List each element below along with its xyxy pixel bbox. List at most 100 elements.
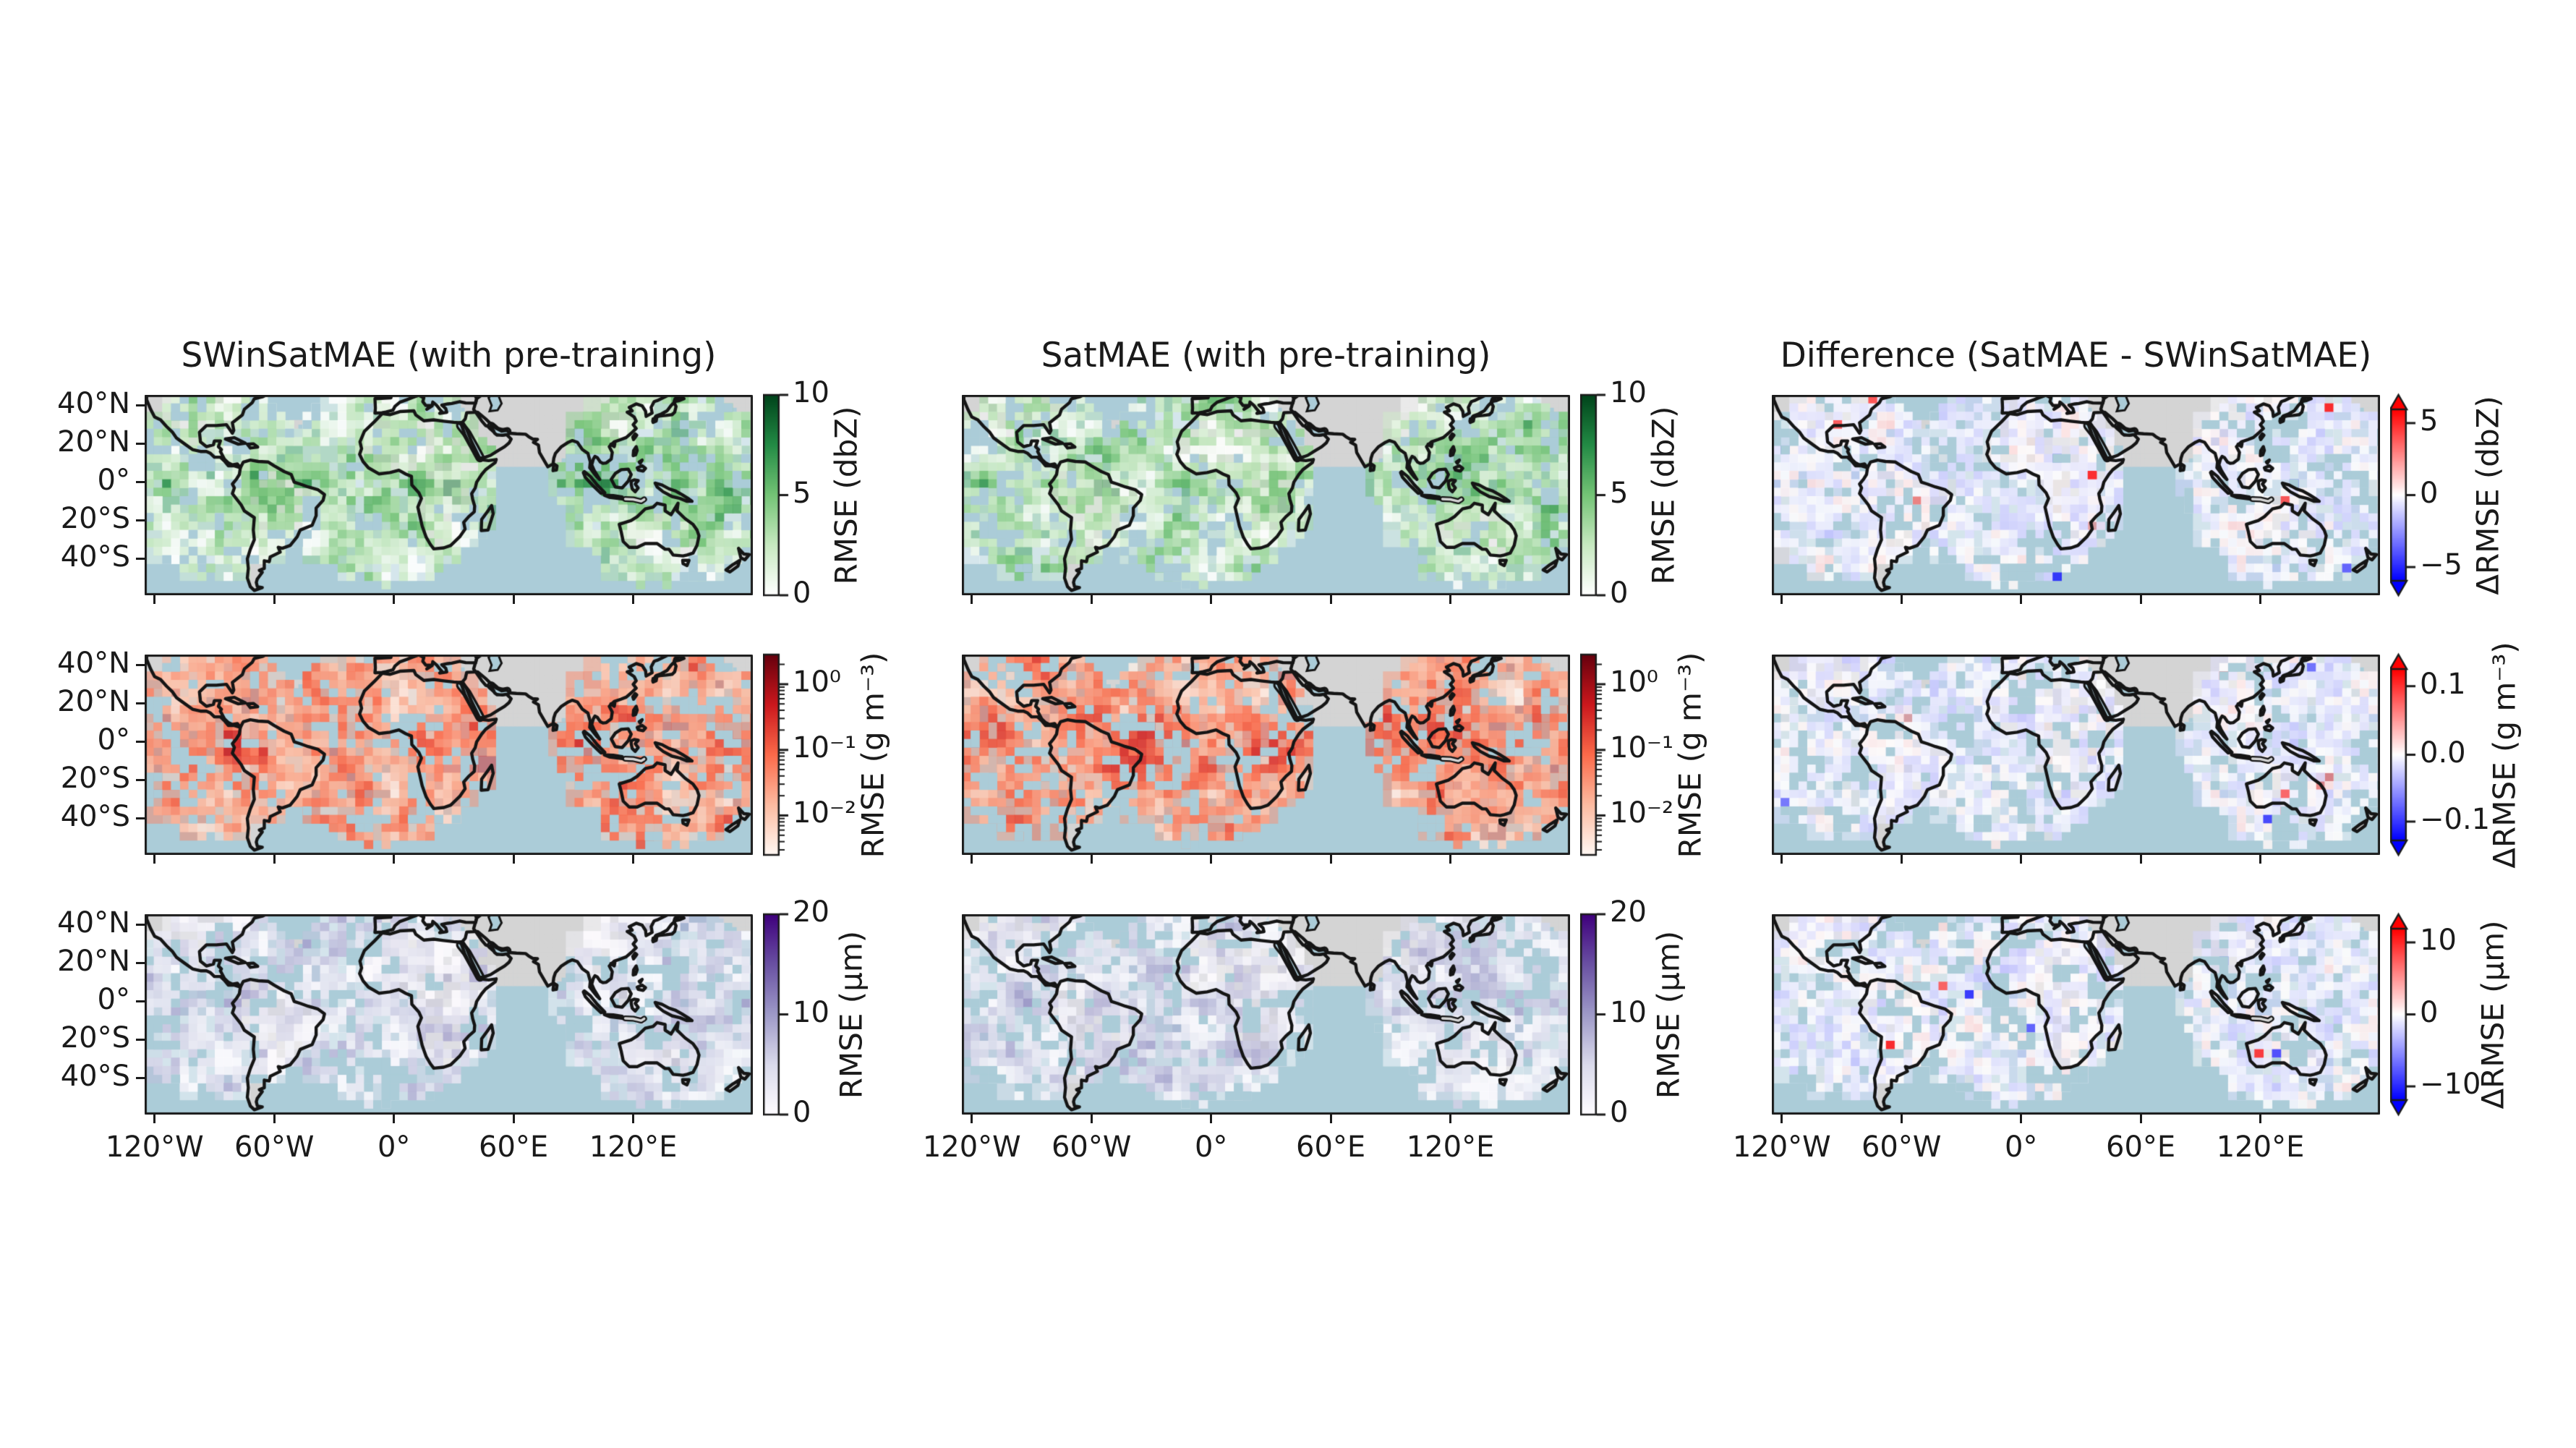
x-axis-tick-label: 0° bbox=[377, 1130, 411, 1164]
x-axis-tick-label: 120°E bbox=[1406, 1130, 1495, 1164]
colorbar-tick-label: 10⁰ bbox=[793, 665, 841, 699]
x-axis-tick-mark bbox=[971, 855, 973, 864]
x-axis-tick-mark bbox=[1210, 595, 1213, 604]
y-axis-tick-mark bbox=[136, 519, 145, 522]
x-axis-tick-mark bbox=[1329, 595, 1332, 604]
y-axis-tick-label: 20°S bbox=[60, 1021, 130, 1055]
colorbar-unit-label: RMSE (μm) bbox=[833, 930, 869, 1099]
x-axis-tick-mark bbox=[1090, 595, 1093, 604]
x-axis-tick-label: 60°W bbox=[1051, 1130, 1132, 1164]
x-axis-tick-mark bbox=[2020, 855, 2023, 864]
colorbar-tick-label: 0 bbox=[793, 1096, 811, 1129]
colorbar-unit-label: RMSE (dbZ) bbox=[1645, 406, 1681, 584]
colorbar-canvas-row1-col1 bbox=[763, 392, 799, 598]
colorbar-tick-label: 0.1 bbox=[2420, 667, 2466, 701]
colorbar-unit-label: RMSE (g m⁻³) bbox=[1672, 652, 1708, 858]
map-canvas-row2-col2 bbox=[962, 655, 1570, 855]
x-axis-tick-mark bbox=[1449, 595, 1452, 604]
colorbar-tick-label: 0.0 bbox=[2420, 736, 2466, 770]
colorbar-tick-label: 0 bbox=[2420, 476, 2439, 510]
x-axis-tick-mark bbox=[2259, 595, 2262, 604]
colorbar-tick-label: 0 bbox=[1610, 576, 1629, 610]
x-axis-tick-mark bbox=[2139, 595, 2142, 604]
y-axis-tick-label: 40°N bbox=[57, 646, 130, 680]
y-axis-tick-mark bbox=[136, 664, 145, 667]
y-axis-tick-label: 40°S bbox=[60, 1059, 130, 1093]
x-axis-tick-label: 120°W bbox=[922, 1130, 1021, 1164]
x-axis-tick-mark bbox=[971, 595, 973, 604]
colorbar-canvas-row2-col1 bbox=[763, 652, 799, 858]
colorbar-tick-label: 10 bbox=[1610, 995, 1647, 1029]
colorbar-tick-label: 10⁻¹ bbox=[1610, 731, 1674, 765]
colorbar-canvas-row3-col3 bbox=[2390, 911, 2426, 1117]
x-axis-tick-mark bbox=[273, 595, 276, 604]
colorbar-canvas-row1-col2 bbox=[1580, 392, 1616, 598]
x-axis-tick-mark bbox=[2139, 1115, 2142, 1123]
x-axis-tick-mark bbox=[512, 855, 515, 864]
x-axis-tick-mark bbox=[632, 1115, 635, 1123]
x-axis-tick-mark bbox=[1900, 1115, 1903, 1123]
colorbar-canvas-row2-col3 bbox=[2390, 652, 2426, 858]
x-axis-tick-mark bbox=[2020, 595, 2023, 604]
colorbar-tick-label: −0.1 bbox=[2420, 802, 2491, 836]
colorbar-unit-label: ΔRMSE (μm) bbox=[2475, 919, 2511, 1110]
y-axis-tick-label: 40°N bbox=[57, 386, 130, 420]
x-axis-tick-label: 60°W bbox=[234, 1130, 315, 1164]
colorbar-tick-label: 5 bbox=[1610, 476, 1629, 510]
colorbar-tick-label: 10⁻² bbox=[1610, 796, 1674, 830]
map-canvas-row2-col3 bbox=[1772, 655, 2380, 855]
y-axis-tick-mark bbox=[136, 1039, 145, 1042]
x-axis-tick-mark bbox=[1449, 1115, 1452, 1123]
x-axis-tick-label: 0° bbox=[2004, 1130, 2038, 1164]
map-canvas-row1-col3 bbox=[1772, 395, 2380, 595]
x-axis-tick-mark bbox=[393, 1115, 396, 1123]
y-axis-tick-label: 20°N bbox=[57, 944, 130, 978]
map-canvas-row3-col2 bbox=[962, 914, 1570, 1115]
y-axis-tick-mark bbox=[136, 1000, 145, 1003]
x-axis-tick-mark bbox=[1780, 595, 1783, 604]
x-axis-tick-mark bbox=[273, 855, 276, 864]
x-axis-tick-label: 60°W bbox=[1861, 1130, 1942, 1164]
y-axis-tick-mark bbox=[136, 962, 145, 965]
x-axis-tick-mark bbox=[393, 855, 396, 864]
colorbar-tick-label: 20 bbox=[1610, 895, 1647, 929]
colorbar-tick-label: −5 bbox=[2420, 548, 2462, 582]
x-axis-tick-mark bbox=[1329, 1115, 1332, 1123]
colorbar-canvas-row3-col2 bbox=[1580, 911, 1616, 1117]
colorbar-tick-label: 10 bbox=[1610, 376, 1647, 409]
y-axis-tick-mark bbox=[136, 817, 145, 820]
y-axis-tick-label: 20°N bbox=[57, 684, 130, 718]
y-axis-tick-mark bbox=[136, 741, 145, 744]
y-axis-tick-label: 0° bbox=[97, 723, 130, 757]
x-axis-tick-mark bbox=[273, 1115, 276, 1123]
x-axis-tick-label: 120°E bbox=[589, 1130, 678, 1164]
y-axis-tick-mark bbox=[136, 779, 145, 782]
x-axis-tick-label: 120°W bbox=[105, 1130, 204, 1164]
colorbar-tick-label: 10⁻² bbox=[793, 796, 857, 830]
colorbar-tick-label: 10 bbox=[793, 376, 829, 409]
x-axis-tick-mark bbox=[1900, 855, 1903, 864]
x-axis-tick-mark bbox=[153, 855, 156, 864]
colorbar-tick-label: 0 bbox=[2420, 995, 2439, 1029]
y-axis-tick-label: 20°S bbox=[60, 761, 130, 795]
x-axis-tick-mark bbox=[512, 1115, 515, 1123]
colorbar-tick-label: 0 bbox=[793, 576, 811, 610]
x-axis-tick-label: 120°E bbox=[2216, 1130, 2305, 1164]
panel-title-swinsatmae: SWinSatMAE (with pre-training) bbox=[181, 336, 717, 375]
y-axis-tick-label: 40°N bbox=[57, 906, 130, 940]
x-axis-tick-mark bbox=[512, 595, 515, 604]
x-axis-tick-mark bbox=[632, 855, 635, 864]
colorbar-tick-label: 10 bbox=[2420, 923, 2457, 957]
y-axis-tick-label: 20°S bbox=[60, 501, 130, 535]
x-axis-tick-mark bbox=[153, 1115, 156, 1123]
colorbar-tick-label: 20 bbox=[793, 895, 829, 929]
colorbar-canvas-row2-col2 bbox=[1580, 652, 1616, 858]
y-axis-tick-label: 0° bbox=[97, 982, 130, 1016]
colorbar-unit-label: ΔRMSE (g m⁻³) bbox=[2486, 641, 2522, 869]
x-axis-tick-mark bbox=[2259, 855, 2262, 864]
colorbar-unit-label: RMSE (dbZ) bbox=[828, 406, 864, 584]
x-axis-tick-label: 60°E bbox=[1296, 1130, 1366, 1164]
colorbar-unit-label: RMSE (g m⁻³) bbox=[855, 652, 891, 858]
map-canvas-row1-col2 bbox=[962, 395, 1570, 595]
